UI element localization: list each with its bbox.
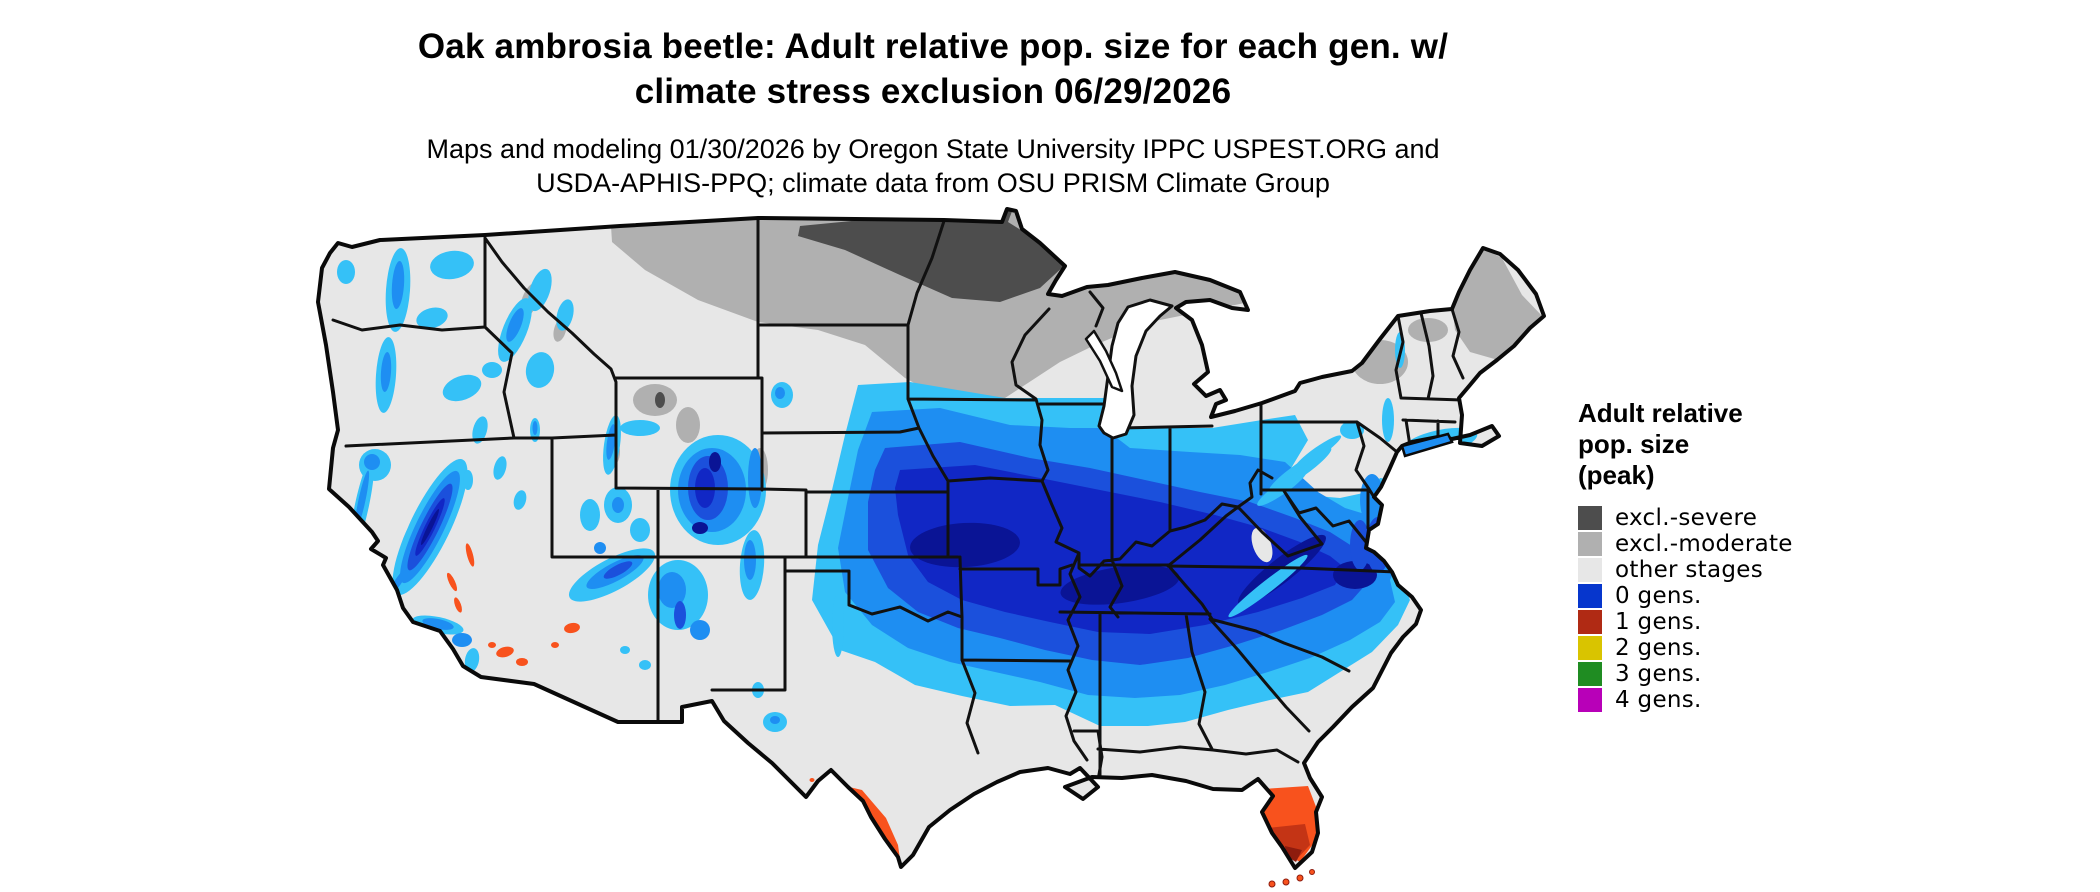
legend-label: 0 gens. bbox=[1615, 583, 1702, 609]
region-excl-severe-upper-midwest bbox=[798, 209, 1065, 302]
legend-row-0-gens: 0 gens. bbox=[1578, 583, 1878, 609]
map-legend: Adult relative pop. size (peak) excl.-se… bbox=[1578, 398, 1878, 713]
legend-row-1-gens: 1 gens. bbox=[1578, 609, 1878, 635]
florida-keys bbox=[1268, 869, 1315, 888]
page-title: Oak ambrosia beetle: Adult relative pop.… bbox=[233, 24, 1633, 114]
long-island bbox=[1400, 432, 1454, 458]
region-0gens-western-navy bbox=[382, 452, 721, 658]
region-1gens-southwest-spots bbox=[446, 543, 815, 795]
legend-swatch-icon bbox=[1578, 558, 1602, 582]
green-bay bbox=[1084, 329, 1124, 393]
legend-swatch-icon bbox=[1578, 636, 1602, 660]
legend-row-excl-moderate: excl.-moderate bbox=[1578, 531, 1878, 557]
state-borders bbox=[331, 216, 1465, 788]
legend-label: 4 gens. bbox=[1615, 687, 1702, 713]
legend-items: excl.-severe excl.-moderate other stages 0 … bbox=[1578, 505, 1878, 713]
region-0gens-deep-core bbox=[895, 465, 1345, 634]
legend-label: other stages bbox=[1615, 557, 1764, 583]
legend-swatch-icon bbox=[1578, 610, 1602, 634]
legend-swatch-icon bbox=[1578, 688, 1602, 712]
appalachian-valley-streak bbox=[1228, 554, 1308, 618]
lake-michigan bbox=[1097, 298, 1174, 440]
legend-label: 3 gens. bbox=[1615, 661, 1702, 687]
central-valley bbox=[373, 474, 423, 576]
legend-label: excl.-moderate bbox=[1615, 531, 1793, 557]
figure-subtitle: Maps and modeling 01/30/2026 by Oregon S… bbox=[233, 132, 1633, 200]
region-1gens-south-florida-tip bbox=[1285, 846, 1302, 862]
legend-row-4-gens: 4 gens. bbox=[1578, 687, 1878, 713]
legend-label: 2 gens. bbox=[1615, 635, 1702, 661]
us-map bbox=[315, 200, 1555, 892]
legend-swatch-icon bbox=[1578, 584, 1602, 608]
legend-title: Adult relative pop. size (peak) bbox=[1578, 398, 1743, 490]
subtitle-line-2: USDA-APHIS-PPQ; climate data from OSU PR… bbox=[536, 168, 1330, 198]
title-line-2: climate stress exclusion 06/29/2026 bbox=[634, 72, 1232, 111]
subtitle-line-1: Maps and modeling 01/30/2026 by Oregon S… bbox=[426, 134, 1440, 164]
legend-label: excl.-severe bbox=[1615, 505, 1758, 531]
legend-row-other-stages: other stages bbox=[1578, 557, 1878, 583]
conus-outline bbox=[316, 207, 1546, 870]
legend-swatch-icon bbox=[1578, 532, 1602, 556]
legend-label: 1 gens. bbox=[1615, 609, 1702, 635]
legend-row-3-gens: 3 gens. bbox=[1578, 661, 1878, 687]
legend-row-excl-severe: excl.-severe bbox=[1578, 505, 1878, 531]
title-line-1: Oak ambrosia beetle: Adult relative pop.… bbox=[417, 27, 1449, 66]
legend-row-2-gens: 2 gens. bbox=[1578, 635, 1878, 661]
legend-swatch-icon bbox=[1578, 662, 1602, 686]
legend-swatch-icon bbox=[1578, 506, 1602, 530]
figure-header: Oak ambrosia beetle: Adult relative pop.… bbox=[233, 24, 1633, 200]
